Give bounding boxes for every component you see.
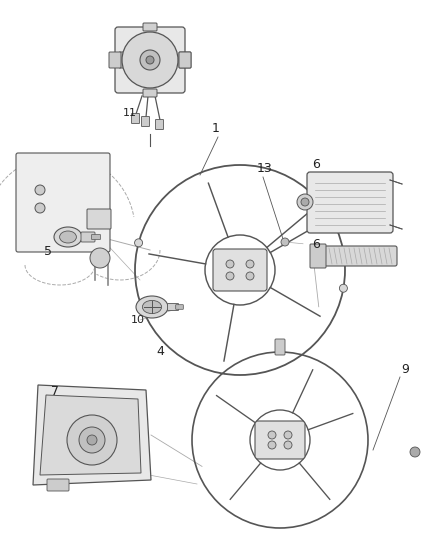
FancyBboxPatch shape (115, 27, 184, 93)
Circle shape (35, 203, 45, 213)
Circle shape (226, 260, 233, 268)
Circle shape (283, 441, 291, 449)
FancyBboxPatch shape (179, 52, 191, 68)
Text: 5: 5 (44, 245, 52, 258)
Circle shape (35, 185, 45, 195)
FancyBboxPatch shape (87, 209, 111, 229)
Circle shape (245, 272, 254, 280)
Circle shape (267, 431, 276, 439)
Text: 6: 6 (311, 238, 319, 251)
FancyBboxPatch shape (254, 421, 304, 459)
Ellipse shape (136, 296, 168, 318)
FancyBboxPatch shape (309, 244, 325, 268)
Circle shape (134, 239, 142, 247)
Text: 11: 11 (123, 108, 137, 118)
Text: 13: 13 (257, 162, 272, 175)
FancyBboxPatch shape (322, 246, 396, 266)
Ellipse shape (142, 301, 161, 313)
Circle shape (226, 272, 233, 280)
Circle shape (300, 198, 308, 206)
Text: 10: 10 (131, 315, 145, 325)
Circle shape (87, 435, 97, 445)
FancyBboxPatch shape (175, 305, 183, 309)
Text: 1: 1 (212, 122, 219, 135)
Polygon shape (40, 395, 141, 475)
FancyBboxPatch shape (109, 52, 121, 68)
Text: 6: 6 (311, 158, 319, 171)
Circle shape (267, 441, 276, 449)
FancyBboxPatch shape (141, 117, 149, 126)
FancyBboxPatch shape (119, 52, 131, 68)
Circle shape (90, 248, 110, 268)
Circle shape (283, 431, 291, 439)
FancyBboxPatch shape (91, 235, 100, 239)
Circle shape (146, 56, 154, 64)
FancyBboxPatch shape (179, 52, 191, 68)
Circle shape (409, 447, 419, 457)
Circle shape (67, 415, 117, 465)
Circle shape (140, 50, 159, 70)
Circle shape (339, 284, 346, 292)
Text: 4: 4 (155, 345, 163, 358)
Ellipse shape (60, 231, 76, 243)
Text: 9: 9 (400, 363, 408, 376)
FancyBboxPatch shape (167, 303, 178, 311)
FancyBboxPatch shape (143, 89, 157, 97)
Ellipse shape (54, 227, 82, 247)
Text: 7: 7 (51, 385, 59, 398)
FancyBboxPatch shape (155, 119, 163, 130)
FancyBboxPatch shape (274, 339, 284, 355)
FancyBboxPatch shape (143, 23, 157, 31)
FancyBboxPatch shape (131, 114, 139, 124)
FancyBboxPatch shape (81, 232, 95, 242)
FancyBboxPatch shape (212, 249, 266, 291)
FancyBboxPatch shape (306, 172, 392, 233)
Circle shape (122, 32, 177, 88)
Polygon shape (33, 385, 151, 485)
Circle shape (79, 427, 105, 453)
FancyBboxPatch shape (47, 479, 69, 491)
FancyBboxPatch shape (16, 153, 110, 252)
Circle shape (297, 194, 312, 210)
Circle shape (280, 238, 288, 246)
Circle shape (245, 260, 254, 268)
